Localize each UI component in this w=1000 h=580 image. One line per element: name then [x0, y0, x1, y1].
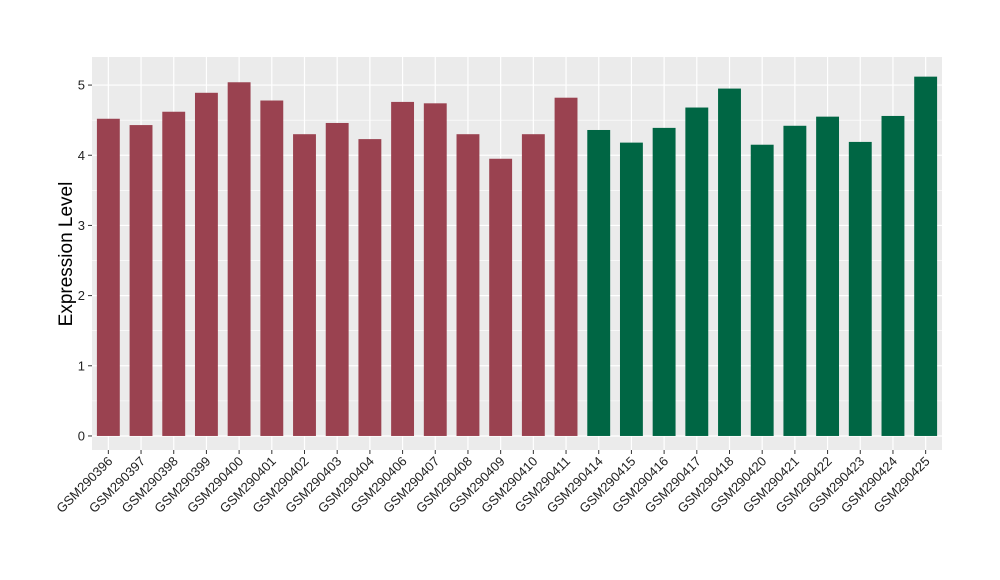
y-axis-title: Expression Level: [56, 182, 77, 327]
bar: [816, 116, 840, 436]
bar: [423, 103, 447, 436]
bar: [685, 107, 709, 436]
bars: [96, 76, 938, 436]
y-axis: 0 1 2 3 4 5: [78, 78, 92, 443]
x-axis: GSM290396GSM290397GSM290398GSM290399GSM2…: [53, 450, 933, 516]
bar: [358, 139, 382, 436]
y-tick-label: 4: [78, 148, 85, 163]
y-tick-label: 1: [78, 358, 85, 373]
bar: [489, 158, 513, 436]
bar: [848, 141, 872, 436]
bar: [194, 92, 218, 436]
bar: [293, 134, 316, 436]
bar: [914, 76, 938, 436]
bar: [750, 144, 774, 436]
bar: [129, 125, 153, 436]
bar: [783, 125, 807, 436]
bar: [96, 118, 120, 436]
bar: [260, 100, 284, 436]
bar: [391, 101, 415, 436]
y-tick-label: 5: [78, 78, 85, 93]
plot-panel: [92, 57, 942, 450]
bar: [162, 111, 186, 436]
y-tick-label: 0: [78, 428, 85, 443]
y-tick-label: 2: [78, 288, 85, 303]
bar: [619, 142, 643, 436]
bar: [881, 115, 905, 436]
bar: [718, 88, 741, 436]
bar: [521, 134, 545, 436]
bar: [325, 122, 349, 436]
y-tick-label: 3: [78, 218, 85, 233]
bar: [227, 82, 251, 436]
bar: [456, 134, 480, 436]
bar: [554, 97, 578, 436]
bar: [652, 127, 676, 436]
bar: [587, 129, 611, 436]
